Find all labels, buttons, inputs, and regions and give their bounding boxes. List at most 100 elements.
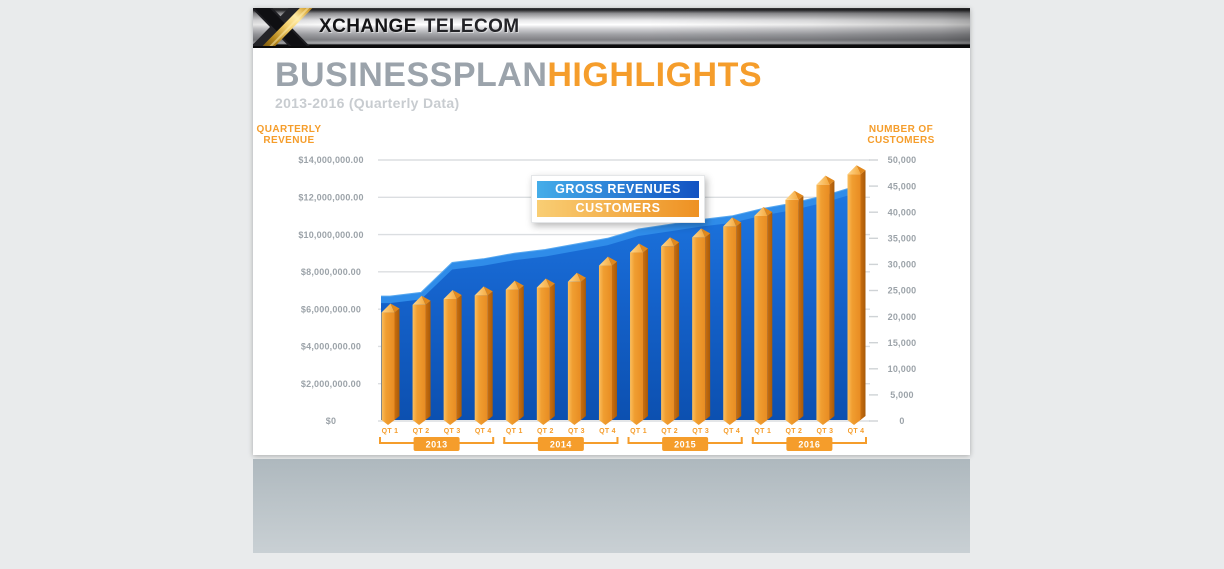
left-axis-tick-label: $10,000,000.00 (298, 230, 363, 240)
bar-front-face (536, 287, 550, 420)
year-badge-label: 2015 (674, 440, 696, 450)
bar-cap-right (390, 303, 400, 313)
customer-bars-layer (381, 165, 866, 425)
bar-cap-left (630, 243, 644, 253)
bar-side-face (674, 242, 680, 420)
bar-cap-right (825, 175, 835, 185)
year-badge-label: 2014 (550, 440, 572, 450)
title-block: BUSINESSPLANHIGHLIGHTS 2013-2016 (Quarte… (275, 56, 763, 111)
bar-bottom-bevel (536, 420, 550, 425)
bar-side-face (767, 211, 773, 420)
bar-side-face (643, 248, 649, 420)
bar-cap-left (536, 278, 550, 288)
bar-side-face (736, 222, 742, 420)
quarter-label: QT 4 (599, 428, 616, 435)
brand-name: XCHANGE TELECOM (319, 8, 520, 46)
customers-bar (381, 303, 400, 425)
quarter-label: QT 4 (475, 428, 492, 435)
legend-label-gross-revenues: GROSS REVENUES (555, 182, 681, 196)
bar-side-face (425, 300, 431, 420)
page-subtitle: 2013-2016 (Quarterly Data) (275, 94, 460, 111)
bar-cap-left (847, 165, 861, 175)
quarter-label: QT 2 (537, 428, 554, 435)
bar-side-face (611, 261, 617, 420)
quarter-label: QT 3 (444, 428, 461, 435)
bar-front-face (785, 199, 799, 420)
brand-logo-x-icon (253, 8, 313, 46)
customers-bar (692, 228, 711, 425)
bar-cap-right (576, 272, 586, 282)
bar-bottom-bevel (847, 420, 861, 425)
year-badge-label: 2013 (426, 440, 448, 450)
customers-bar (816, 175, 835, 425)
bar-cap-left (381, 303, 395, 313)
bar-cap-left (723, 217, 737, 227)
right-axis-tick-label: 10,000 (888, 364, 917, 374)
bar-side-face (860, 170, 866, 420)
bar-cap-left (692, 228, 706, 238)
customers-bar (536, 278, 555, 425)
right-axis-tick-label: 25,000 (888, 286, 917, 296)
bar-bottom-bevel (785, 420, 799, 425)
left-axis-tick-label: $4,000,000.00 (301, 342, 361, 352)
bar-bottom-bevel (567, 420, 581, 425)
quarter-label: QT 3 (568, 428, 585, 435)
right-axis-tick-label: 45,000 (888, 181, 917, 191)
year-badge (413, 437, 460, 451)
bar-front-face (754, 215, 768, 420)
year-badge (786, 437, 833, 451)
bar-cap-right (670, 237, 680, 247)
bar-front-face (443, 298, 457, 420)
quarter-label: QT 1 (754, 428, 771, 435)
quarter-label: QT 3 (817, 428, 834, 435)
brand-name-primary: XCHANGE (319, 16, 417, 37)
bar-cap-left (785, 190, 799, 200)
bar-cap-right (732, 217, 742, 227)
bar-cap-right (794, 190, 804, 200)
bar-cap-right (763, 206, 773, 216)
bar-front-face (567, 281, 581, 420)
bar-cap-right (701, 228, 711, 238)
bar-bottom-bevel (692, 420, 706, 425)
year-badge-label: 2016 (798, 440, 820, 450)
bar-cap-right (452, 289, 462, 299)
bar-cap-left (567, 272, 581, 282)
bar-bottom-bevel (505, 420, 519, 425)
bar-bottom-bevel (661, 420, 675, 425)
quarter-label: QT 4 (848, 428, 865, 435)
bar-front-face (474, 295, 488, 420)
left-axis-tick-label: $0 (326, 416, 336, 426)
right-axis-tick-label: 15,000 (888, 338, 917, 348)
customers-bar (567, 272, 586, 425)
bar-cap-left (443, 289, 457, 299)
customers-bar (847, 165, 866, 425)
legend-item-gross-revenues: GROSS REVENUES (537, 181, 699, 198)
bar-front-face (598, 265, 612, 420)
gross-revenues-area-bevel (381, 186, 861, 304)
right-axis-tick-label: 20,000 (888, 312, 917, 322)
bar-cap-left (598, 256, 612, 266)
bar-cap-right (421, 295, 431, 305)
bar-bottom-bevel (443, 420, 457, 425)
bar-front-face (847, 174, 861, 420)
customers-bar (474, 286, 493, 425)
bar-bottom-bevel (754, 420, 768, 425)
bar-cap-right (483, 286, 493, 296)
bar-front-face (412, 304, 426, 420)
customers-bar (785, 190, 804, 425)
quarter-label: QT 1 (506, 428, 523, 435)
left-axis-tick-label: $2,000,000.00 (301, 379, 361, 389)
bar-bottom-bevel (816, 420, 830, 425)
customers-bar (505, 280, 524, 425)
quarter-label: QT 2 (661, 428, 678, 435)
customers-bar (754, 206, 773, 425)
bar-cap-right (545, 278, 555, 288)
bar-cap-right (514, 280, 524, 290)
below-slide-panel (253, 459, 970, 553)
bar-side-face (549, 283, 555, 420)
left-axis-tick-label: $8,000,000.00 (301, 267, 361, 277)
slide: XCHANGE TELECOM BUSINESSPLANHIGHLIGHTS 20… (253, 8, 970, 455)
bar-bottom-bevel (381, 420, 395, 425)
right-axis-title: NUMBER OF CUSTOMERS (867, 124, 935, 146)
page-title-part2: HIGHLIGHTS (547, 56, 763, 94)
